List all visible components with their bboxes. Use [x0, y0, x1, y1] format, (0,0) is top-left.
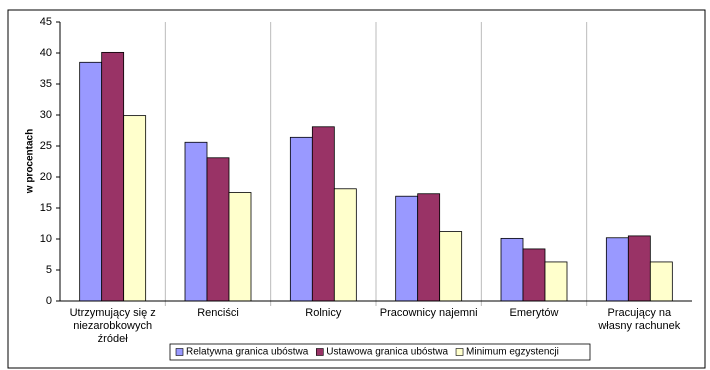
- x-tick-label: Utrzymujący się z niezarobkowych źródeł: [69, 307, 156, 345]
- bar: [206, 157, 230, 302]
- x-tick-label: Pracujący na własny rachunek: [598, 307, 681, 332]
- x-tick-label: Pracownicy najemni: [379, 307, 478, 319]
- legend-swatch: [175, 348, 184, 356]
- bar: [289, 136, 313, 302]
- y-tick-label: 30: [40, 109, 52, 121]
- bar: [311, 126, 335, 302]
- bar: [123, 115, 147, 302]
- y-tick-label: 0: [46, 295, 52, 307]
- x-tick-label: Emerytów: [509, 307, 559, 319]
- x-tick-label: Renciści: [197, 307, 239, 319]
- y-tick-label: 25: [40, 140, 52, 152]
- bar: [395, 195, 419, 302]
- legend-label: Ustawowa granica ubóstwa: [326, 347, 448, 358]
- legend-label: Relatywna granica ubóstwa: [186, 347, 309, 358]
- bar: [627, 235, 651, 302]
- bar: [522, 248, 546, 302]
- y-tick-label: 45: [40, 16, 52, 28]
- y-tick-label: 15: [40, 202, 52, 214]
- bar: [417, 193, 441, 302]
- bar: [439, 231, 463, 302]
- y-tick-label: 10: [40, 233, 52, 245]
- y-axis-label: w procentach: [25, 129, 36, 194]
- y-tick-label: 5: [46, 264, 52, 276]
- bar: [228, 192, 252, 302]
- y-tick-label: 40: [40, 47, 52, 59]
- legend-swatch: [315, 348, 324, 356]
- bar: [79, 61, 103, 302]
- bar: [101, 51, 125, 302]
- x-tick-label: Rolnicy: [305, 307, 342, 319]
- bar: [649, 261, 673, 302]
- bar: [544, 261, 568, 302]
- bar: [184, 141, 208, 302]
- bar: [605, 237, 629, 302]
- y-tick-label: 35: [40, 78, 52, 90]
- bar: [500, 237, 524, 302]
- bar: [333, 188, 357, 302]
- legend-label: Minimum egzystencji: [466, 347, 559, 358]
- legend-box: [169, 343, 591, 361]
- y-tick-label: 20: [40, 171, 52, 183]
- legend-swatch: [455, 348, 464, 356]
